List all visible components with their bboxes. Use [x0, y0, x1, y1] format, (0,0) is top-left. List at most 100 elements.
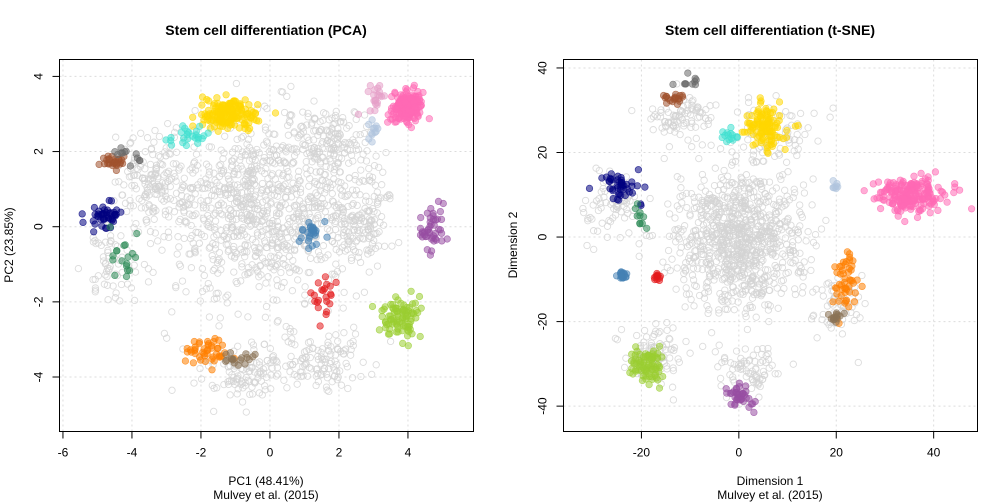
pca-background-point	[171, 173, 179, 181]
tsne-background-point	[747, 218, 756, 227]
pca-point-tan	[241, 360, 249, 368]
pca-background-point	[225, 368, 233, 376]
pca-background-point	[273, 245, 282, 253]
pca-background-point	[237, 214, 246, 222]
pca-background-point	[176, 199, 184, 207]
tsne-y-tick-label: 40	[536, 61, 550, 75]
tsne-background-point	[713, 250, 721, 258]
pca-background-point	[262, 279, 270, 287]
tsne-background-point	[583, 241, 591, 250]
tsne-background-point	[711, 237, 719, 246]
tsne-background-point	[799, 181, 808, 189]
pca-background-point	[268, 228, 276, 236]
pca-background-point	[244, 170, 252, 178]
pca-background-point	[306, 192, 314, 201]
pca-background-point	[149, 150, 157, 159]
tsne-background-point	[779, 250, 787, 258]
tsne-background-point	[680, 276, 688, 284]
tsne-point-gold	[775, 98, 784, 106]
pca-background-point	[221, 185, 229, 193]
pca-background-point	[253, 359, 261, 367]
pca-background-point	[192, 210, 200, 218]
pca-series-gold	[189, 91, 280, 135]
pca-background-point	[282, 322, 290, 331]
tsne-point-pink	[901, 217, 909, 226]
pca-background-point	[263, 139, 271, 147]
pca-point-red	[323, 308, 331, 316]
tsne-background-point	[826, 113, 834, 121]
pca-background-point	[178, 277, 187, 285]
tsne-background-point	[588, 215, 596, 223]
tsne-background-point	[749, 175, 757, 183]
pca-background-point	[255, 149, 263, 157]
pca-background-point	[360, 177, 368, 186]
tsne-point-gold	[748, 111, 756, 120]
tsne-background-point	[748, 303, 756, 312]
tsne-background-point	[616, 234, 624, 242]
pca-background-point	[309, 344, 317, 353]
pca-background-point	[370, 207, 378, 216]
pca-background-point	[373, 262, 382, 270]
pca-background-point	[325, 332, 333, 340]
pca-background-point	[321, 208, 329, 216]
pca-background-point	[99, 257, 108, 265]
tsne-background-point	[772, 92, 780, 100]
pca-background-point	[230, 268, 238, 276]
pca-point-yellowgreen	[397, 299, 405, 307]
pca-background-point	[377, 212, 386, 221]
pca-point-steelblue	[308, 242, 316, 250]
tsne-background-point	[687, 189, 696, 198]
pca-point-yellowgreen	[392, 293, 400, 301]
pca-background-point	[353, 201, 361, 210]
pca-background-point	[204, 279, 212, 288]
pca-point-gold	[232, 97, 240, 105]
tsne-background-point	[729, 283, 737, 291]
pca-background-point	[283, 92, 291, 101]
pca-point-gold	[241, 96, 249, 104]
pca-background-point	[259, 158, 267, 166]
tsne-point-orange	[846, 253, 854, 261]
pca-background-point	[224, 363, 233, 371]
pca-background-point	[100, 280, 109, 288]
pca-background-point	[344, 236, 352, 244]
pca-background-point	[185, 250, 193, 258]
pca-background-point	[277, 203, 285, 211]
tsne-background-point	[744, 136, 752, 144]
pca-background-point	[371, 181, 380, 189]
pca-background-point	[345, 122, 353, 130]
pca-background-point	[230, 155, 238, 163]
pca-background-point	[172, 160, 180, 168]
pca-background-point	[250, 180, 259, 188]
tsne-point-pink	[924, 173, 932, 181]
tsne-series-pink	[860, 168, 976, 226]
tsne-background-point	[712, 205, 720, 213]
pca-point-gold	[210, 102, 218, 110]
tsne-background-point	[664, 200, 672, 208]
tsne-background-point	[733, 108, 742, 116]
pca-background-point	[141, 148, 149, 156]
pca-background-point	[210, 233, 218, 241]
pca-point-pink	[401, 98, 409, 106]
tsne-background-point	[658, 124, 666, 132]
tsne-background-point	[676, 249, 684, 257]
pca-background-point	[209, 255, 217, 264]
tsne-panel: Stem cell differentiation (t-SNE) -20 0 20…	[506, 22, 978, 502]
pca-background-point	[367, 248, 375, 256]
tsne-background-point	[801, 130, 809, 139]
pca-point-yellowgreen	[408, 330, 416, 338]
pca-background-point	[261, 239, 269, 247]
pca-point-pink	[410, 81, 418, 89]
pca-point-lightpink	[354, 110, 363, 118]
pca-background-point	[205, 168, 214, 176]
pca-background-point	[255, 273, 263, 281]
tsne-background-point	[760, 157, 768, 165]
pca-background-point	[237, 277, 245, 285]
pca-background-point	[349, 341, 357, 350]
tsne-background-point	[709, 265, 717, 273]
pca-point-navy	[90, 203, 98, 212]
pca-background-point	[331, 162, 339, 170]
pca-background-point	[146, 227, 155, 236]
tsne-background-point	[725, 232, 733, 240]
pca-background-point	[341, 247, 349, 255]
pca-background-point	[233, 194, 241, 202]
